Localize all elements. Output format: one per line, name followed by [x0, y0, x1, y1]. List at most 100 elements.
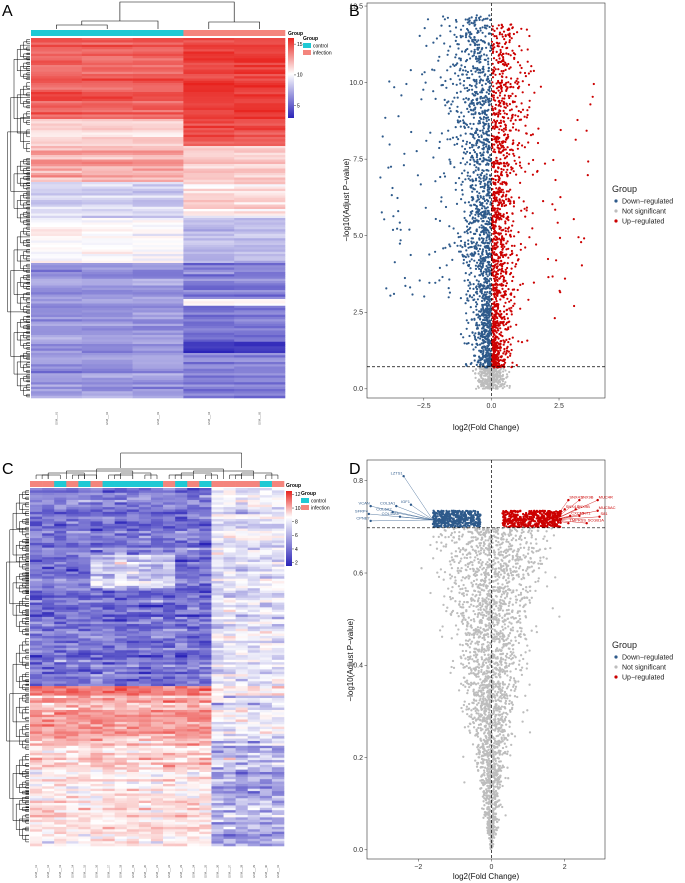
volcano-point: [503, 245, 506, 248]
heatmap-c-cell: [150, 538, 164, 541]
heatmap-a-cell: [81, 58, 133, 61]
volcano-point: [494, 68, 497, 71]
heatmap-a-cell: [183, 249, 235, 253]
volcano-point: [467, 39, 470, 42]
volcano-point: [514, 128, 518, 131]
volcano-point: [494, 174, 497, 178]
volcano-point: [517, 109, 520, 113]
heatmap-c-cell: [187, 521, 200, 525]
heatmap-a-cell: [183, 294, 235, 298]
volcano-point: [480, 237, 483, 240]
heatmap-a-cell: [81, 80, 133, 84]
heatmap-a-cell: [234, 38, 286, 41]
heatmap-a-cell: [31, 382, 83, 385]
dendrogram-branch: [13, 249, 30, 295]
heatmap-a-cell: [132, 377, 184, 381]
heatmap-a-cell: [31, 94, 83, 97]
volcano-point: [475, 19, 478, 22]
heatmap-a-cell: [183, 175, 235, 178]
volcano-point: [485, 239, 488, 242]
heatmap-a-col-dendrogram: [56, 1, 260, 29]
volcano-point: [486, 373, 489, 376]
heatmap-a-cell: [183, 357, 235, 361]
volcano-point: [482, 18, 485, 21]
volcano-point: [487, 217, 490, 220]
heatmap-a-cell: [183, 134, 235, 138]
volcano-point: [492, 360, 496, 363]
volcano-point: [495, 37, 499, 40]
volcano-point: [486, 138, 489, 141]
volcano-point: [499, 84, 503, 87]
heatmap-c-cell: [150, 497, 164, 501]
heatmap-c-cell: [223, 542, 236, 546]
heatmap-a-cell: [234, 56, 286, 59]
heatmap-c-cell: [187, 509, 200, 513]
volcano-point: [500, 162, 503, 165]
volcano-point: [485, 173, 488, 176]
heatmap-c-cell: [271, 504, 285, 508]
heatmap-a-cell: [183, 209, 235, 212]
heatmap-c-cell: [175, 526, 188, 529]
volcano-point: [503, 181, 506, 184]
heatmap-a-cell: [81, 116, 133, 120]
volcano-point: [469, 221, 472, 224]
heatmap-a-cell: [31, 229, 83, 232]
volcano-point: [470, 237, 473, 240]
volcano-point: [503, 157, 506, 160]
heatmap-a-cell: [81, 258, 133, 262]
heatmap-a-cell: [31, 319, 83, 322]
heatmap-c-cell: [259, 502, 273, 506]
heatmap-c-cell: [90, 523, 103, 527]
volcano-point: [481, 230, 484, 233]
heatmap-a-cell: [183, 240, 235, 244]
volcano-point: [415, 150, 418, 153]
heatmap-c-cell: [102, 526, 115, 529]
heatmap-a-cells: [31, 38, 286, 399]
heatmap-c-cell: [259, 523, 273, 527]
heatmap-a-cell: [234, 53, 286, 57]
volcano-point: [476, 133, 479, 136]
dendrogram-branch: [56, 24, 108, 29]
volcano-point: [474, 213, 477, 216]
dendrogram-branch: [20, 255, 30, 269]
volcano-point: [487, 60, 490, 63]
heatmap-c-cell: [66, 545, 79, 548]
heatmap-c-cell: [66, 497, 79, 501]
heatmap-a-cell: [132, 56, 184, 59]
heatmap-a-cell: [31, 38, 83, 41]
heatmap-a-cell: [81, 179, 133, 183]
volcano-point: [514, 95, 517, 98]
volcano-point: [488, 287, 492, 290]
heatmap-c-cell: [126, 504, 140, 508]
volcano-point: [492, 94, 495, 97]
heatmap-a-cell: [234, 337, 286, 340]
volcano-point: [509, 253, 512, 257]
volcano-point: [519, 71, 522, 74]
volcano-point: [485, 265, 488, 268]
heatmap-c-cell: [114, 533, 128, 537]
heatmap-c-cell: [66, 509, 79, 513]
heatmap-c-cells: [30, 488, 285, 847]
dendrogram-branch: [26, 319, 30, 323]
heatmap-c-cell: [271, 535, 285, 539]
heatmap-a-cell: [31, 179, 83, 183]
volcano-point: [403, 152, 406, 155]
heatmap-a-cell: [81, 105, 133, 109]
volcano-point: [484, 35, 487, 38]
volcano-point: [473, 220, 477, 223]
heatmap-a-cell: [234, 312, 286, 316]
volcano-point: [468, 334, 471, 338]
volcano-point: [483, 182, 486, 185]
volcano-point: [497, 201, 500, 204]
heatmap-a-cell: [31, 299, 83, 302]
volcano-b-legend-down: Down−regulated: [622, 199, 673, 206]
volcano-point: [505, 88, 508, 91]
heatmap-c-cell: [150, 526, 164, 529]
heatmap-c-cell: [211, 523, 224, 527]
volcano-point: [480, 217, 483, 220]
volcano-point: [483, 112, 486, 115]
volcano-point: [503, 385, 506, 388]
heatmap-a-cell: [132, 269, 184, 273]
heatmap-a-cell: [81, 134, 133, 138]
volcano-point: [516, 144, 519, 147]
